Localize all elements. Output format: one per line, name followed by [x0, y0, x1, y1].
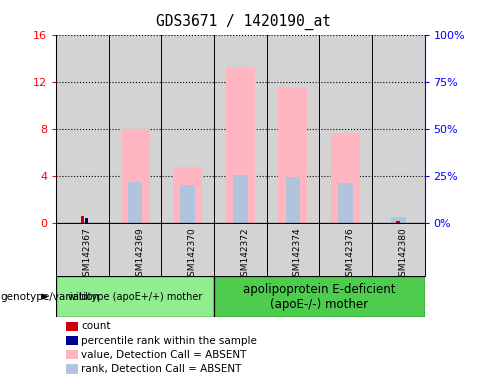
- Bar: [162, 223, 214, 276]
- Text: GSM142370: GSM142370: [188, 227, 197, 282]
- Text: GSM142369: GSM142369: [135, 227, 144, 282]
- Text: GSM142367: GSM142367: [82, 227, 91, 282]
- Text: GSM142374: GSM142374: [293, 227, 302, 281]
- Bar: [372, 223, 425, 276]
- Bar: [266, 35, 319, 223]
- Bar: [85, 218, 88, 223]
- Bar: [279, 88, 307, 223]
- Bar: [266, 223, 319, 276]
- Bar: [173, 167, 202, 223]
- Bar: [56, 276, 214, 317]
- Bar: [109, 35, 162, 223]
- Bar: [319, 223, 372, 276]
- Bar: [396, 221, 400, 223]
- Bar: [331, 133, 360, 223]
- Bar: [226, 68, 255, 223]
- Text: GSM142372: GSM142372: [240, 227, 249, 281]
- Text: GSM142380: GSM142380: [398, 227, 407, 282]
- Text: GDS3671 / 1420190_at: GDS3671 / 1420190_at: [157, 13, 331, 30]
- Bar: [391, 217, 406, 223]
- Text: GSM142376: GSM142376: [346, 227, 355, 282]
- Bar: [214, 35, 266, 223]
- Text: count: count: [81, 321, 111, 331]
- Text: wildtype (apoE+/+) mother: wildtype (apoE+/+) mother: [68, 291, 202, 302]
- Bar: [233, 174, 248, 223]
- Text: rank, Detection Call = ABSENT: rank, Detection Call = ABSENT: [81, 364, 242, 374]
- Bar: [319, 35, 372, 223]
- Bar: [372, 35, 425, 223]
- Bar: [128, 182, 142, 223]
- Text: genotype/variation: genotype/variation: [0, 291, 100, 302]
- Bar: [214, 223, 266, 276]
- Bar: [81, 216, 84, 223]
- Bar: [109, 223, 162, 276]
- Text: apolipoprotein E-deficient
(apoE-/-) mother: apolipoprotein E-deficient (apoE-/-) mot…: [243, 283, 396, 311]
- Text: value, Detection Call = ABSENT: value, Detection Call = ABSENT: [81, 350, 247, 360]
- Bar: [56, 35, 109, 223]
- Text: percentile rank within the sample: percentile rank within the sample: [81, 336, 257, 346]
- Bar: [162, 35, 214, 223]
- Bar: [56, 223, 109, 276]
- Bar: [285, 177, 300, 223]
- Bar: [338, 183, 353, 223]
- Bar: [121, 129, 149, 223]
- Bar: [214, 276, 425, 317]
- Bar: [181, 185, 195, 223]
